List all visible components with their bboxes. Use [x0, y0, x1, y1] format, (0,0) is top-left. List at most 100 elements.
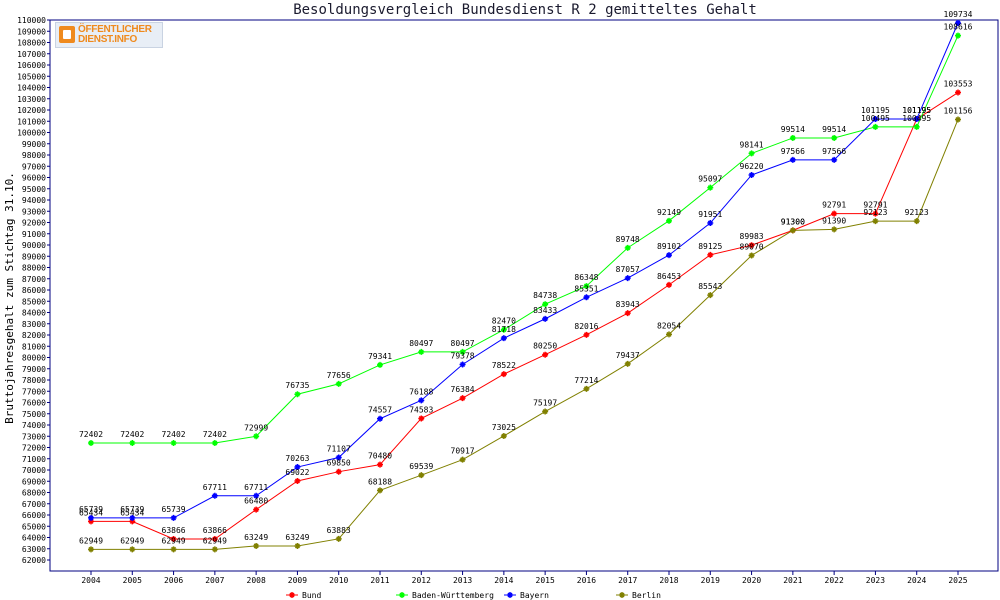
data-label: 101195: [861, 106, 890, 115]
data-label: 62949: [79, 536, 103, 545]
data-point: [872, 210, 879, 217]
y-tick-label: 85000: [22, 297, 46, 306]
data-point: [335, 535, 342, 542]
y-tick-label: 109000: [17, 27, 46, 36]
data-label: 80250: [533, 342, 557, 351]
x-tick-label: 2019: [701, 576, 720, 585]
data-point: [624, 244, 631, 251]
data-label: 62949: [162, 536, 186, 545]
data-label: 100495: [861, 114, 890, 123]
data-point: [748, 242, 755, 249]
data-point: [88, 439, 94, 446]
data-label: 82016: [574, 322, 598, 331]
series-line: [91, 119, 959, 550]
data-point: [253, 492, 260, 499]
y-tick-label: 107000: [17, 50, 46, 59]
data-label: 63866: [162, 526, 186, 535]
data-label: 76188: [409, 387, 433, 396]
data-label: 79378: [451, 351, 475, 360]
y-tick-label: 108000: [17, 39, 46, 48]
y-tick-label: 100000: [17, 129, 46, 138]
data-point: [170, 546, 177, 553]
x-tick-label: 2025: [948, 576, 967, 585]
y-tick-label: 73000: [22, 432, 46, 441]
data-label: 109734: [944, 10, 973, 19]
y-tick-label: 94000: [22, 196, 46, 205]
data-point: [377, 361, 383, 368]
y-tick-label: 82000: [22, 331, 46, 340]
legend: Bund Baden-Württemberg Bayern Berlin: [286, 591, 661, 600]
data-label: 77656: [327, 371, 351, 380]
y-tick-label: 72000: [22, 444, 46, 453]
y-tick-label: 104000: [17, 84, 46, 93]
legend-item: Baden-Württemberg: [412, 591, 494, 600]
data-point: [748, 150, 755, 157]
data-label: 91951: [698, 210, 722, 219]
y-tick-label: 80000: [22, 354, 46, 363]
data-label: 98141: [740, 140, 764, 149]
data-label: 65739: [120, 505, 144, 514]
data-label: 89125: [698, 242, 722, 251]
data-label: 71107: [327, 445, 351, 454]
data-point: [913, 123, 920, 130]
data-point: [624, 360, 631, 367]
y-tick-label: 97000: [22, 162, 46, 171]
y-tick-label: 62000: [22, 556, 46, 565]
data-point: [377, 415, 383, 422]
data-label: 103553: [944, 80, 973, 89]
data-label: 69022: [285, 468, 309, 477]
data-label: 63249: [244, 533, 268, 542]
data-label: 91300: [781, 217, 805, 226]
data-label: 86348: [574, 273, 598, 282]
data-point: [624, 275, 631, 282]
data-label: 74583: [409, 405, 433, 414]
series-layer: [88, 19, 961, 553]
data-point: [707, 220, 714, 227]
data-label: 100495: [902, 114, 931, 123]
x-tick-label: 2010: [329, 576, 348, 585]
data-point: [377, 461, 383, 468]
data-label: 65739: [162, 505, 186, 514]
data-label: 76735: [285, 381, 309, 390]
data-point: [666, 217, 672, 224]
data-point: [294, 464, 301, 471]
y-tick-label: 98000: [22, 151, 46, 160]
y-tick-label: 64000: [22, 534, 46, 543]
y-tick-label: 103000: [17, 95, 46, 104]
data-label: 63249: [285, 533, 309, 542]
y-tick-label: 87000: [22, 275, 46, 284]
data-point: [542, 408, 549, 415]
x-tick-label: 2022: [825, 576, 844, 585]
data-label: 101195: [902, 106, 931, 115]
data-label: 72402: [203, 430, 227, 439]
x-tick-label: 2011: [370, 576, 389, 585]
logo-line-2: DIENST.INFO: [78, 34, 137, 45]
data-label: 92123: [905, 208, 929, 217]
data-label: 80497: [451, 339, 475, 348]
data-label: 66480: [244, 497, 268, 506]
data-point: [748, 252, 755, 259]
data-point: [955, 89, 961, 96]
x-tick-label: 2012: [412, 576, 431, 585]
data-label: 62949: [120, 536, 144, 545]
data-label: 72402: [79, 430, 103, 439]
series-bund: [88, 89, 961, 543]
data-point: [542, 301, 549, 308]
data-label: 63866: [203, 526, 227, 535]
data-point: [789, 156, 796, 163]
data-point: [211, 536, 218, 543]
data-label: 67711: [244, 483, 268, 492]
data-point: [211, 439, 218, 446]
data-label: 77214: [574, 376, 598, 385]
data-point: [253, 506, 260, 513]
legend-marker: [619, 592, 625, 598]
data-label: 72999: [244, 423, 268, 432]
data-point: [624, 310, 631, 317]
x-tick-label: 2018: [659, 576, 678, 585]
x-tick-label: 2024: [907, 576, 926, 585]
y-tick-label: 75000: [22, 410, 46, 419]
data-label: 65434: [120, 508, 144, 517]
data-point: [872, 123, 879, 130]
legend-marker: [507, 592, 513, 598]
y-tick-label: 92000: [22, 219, 46, 228]
